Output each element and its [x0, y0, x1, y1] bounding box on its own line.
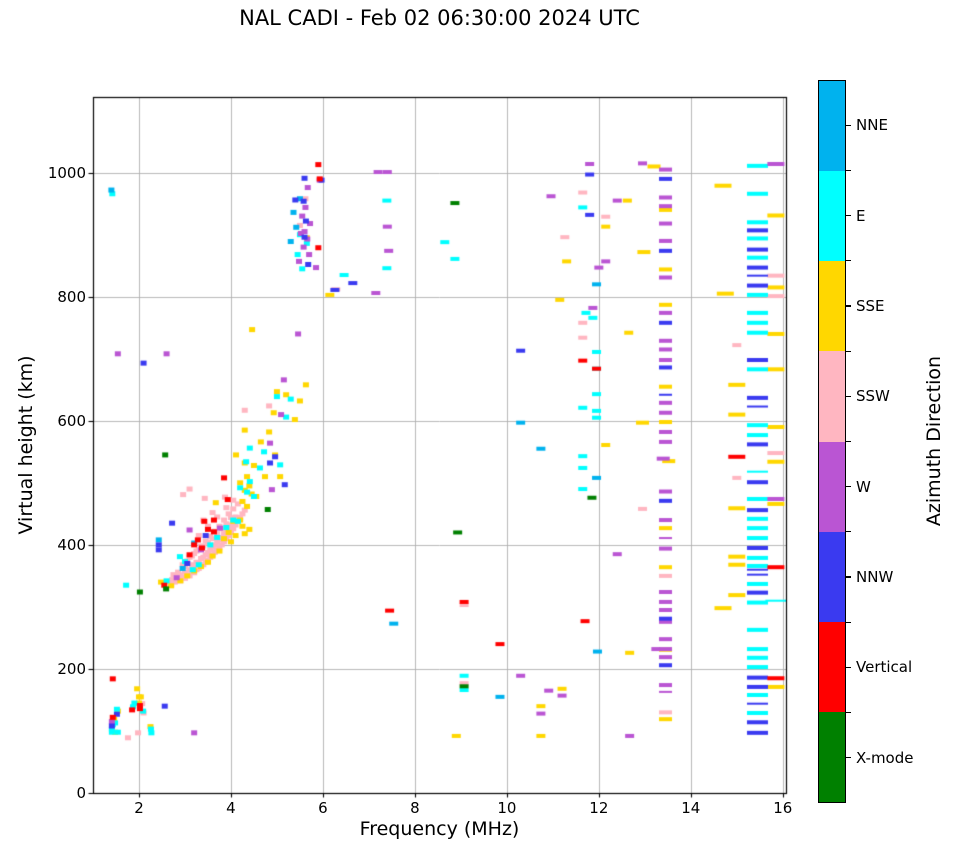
y-tick-label: 400: [57, 535, 86, 554]
colorbar-boundary-tick: [846, 712, 851, 714]
colorbar-boundary-tick: [846, 531, 851, 533]
y-tick-label: 200: [57, 659, 86, 678]
colorbar-boundary-tick: [846, 260, 851, 262]
colorbar-tick: [846, 486, 851, 488]
colorbar-tick: [846, 666, 851, 669]
colorbar-boundary-tick: [846, 621, 851, 623]
colorbar-label-sse: SSE: [856, 296, 885, 315]
colorbar-boundary-tick: [846, 350, 851, 352]
colorbar-tick: [846, 576, 851, 578]
colorbar-segment-sse: [819, 261, 845, 352]
colorbar-segment-x-mode: [819, 711, 845, 802]
y-axis-label: Virtual height (km): [15, 355, 37, 535]
colorbar-segment-e: [819, 171, 845, 262]
colorbar-segment-ssw: [819, 351, 845, 442]
colorbar-label-w: W: [856, 477, 871, 496]
x-tick-label: 4: [226, 799, 236, 817]
colorbar-segment-nne: [819, 81, 845, 172]
x-tick-label: 16: [773, 799, 793, 817]
colorbar-tick: [846, 757, 851, 759]
colorbar-label-vertical: Vertical: [856, 658, 913, 677]
x-tick-label: 10: [497, 799, 517, 817]
colorbar-tick: [846, 395, 851, 397]
x-tick-label: 6: [318, 799, 328, 817]
colorbar-label-nne: NNE: [856, 116, 888, 135]
azimuth-colorbar: [818, 80, 846, 803]
colorbar-segment-w: [819, 441, 845, 532]
colorbar-segment-nnw: [819, 531, 845, 622]
chart-title: NAL CADI - Feb 02 06:30:00 2024 UTC: [239, 6, 640, 30]
colorbar-label-x-mode: X-mode: [856, 748, 914, 767]
y-tick-label: 1000: [47, 163, 86, 182]
colorbar-tick: [846, 214, 851, 217]
x-tick-label: 12: [589, 799, 609, 817]
colorbar-tick: [846, 305, 851, 307]
colorbar-label-ssw: SSW: [856, 387, 890, 406]
colorbar-boundary-tick: [846, 169, 851, 171]
y-tick-label: 600: [57, 411, 86, 430]
x-tick-label: 14: [681, 799, 701, 817]
x-tick-label: 8: [410, 799, 420, 817]
colorbar-title: Azimuth Direction: [923, 355, 945, 527]
y-tick-label: 800: [57, 287, 86, 306]
x-axis-label: Frequency (MHz): [359, 818, 520, 840]
colorbar-segment-vertical: [819, 621, 845, 712]
y-tick-label: 0: [76, 784, 86, 802]
colorbar-label-nnw: NNW: [856, 568, 894, 587]
colorbar-boundary-tick: [846, 440, 851, 443]
colorbar-label-e: E: [856, 206, 866, 225]
colorbar-tick: [846, 124, 851, 126]
x-tick-label: 2: [134, 799, 144, 817]
